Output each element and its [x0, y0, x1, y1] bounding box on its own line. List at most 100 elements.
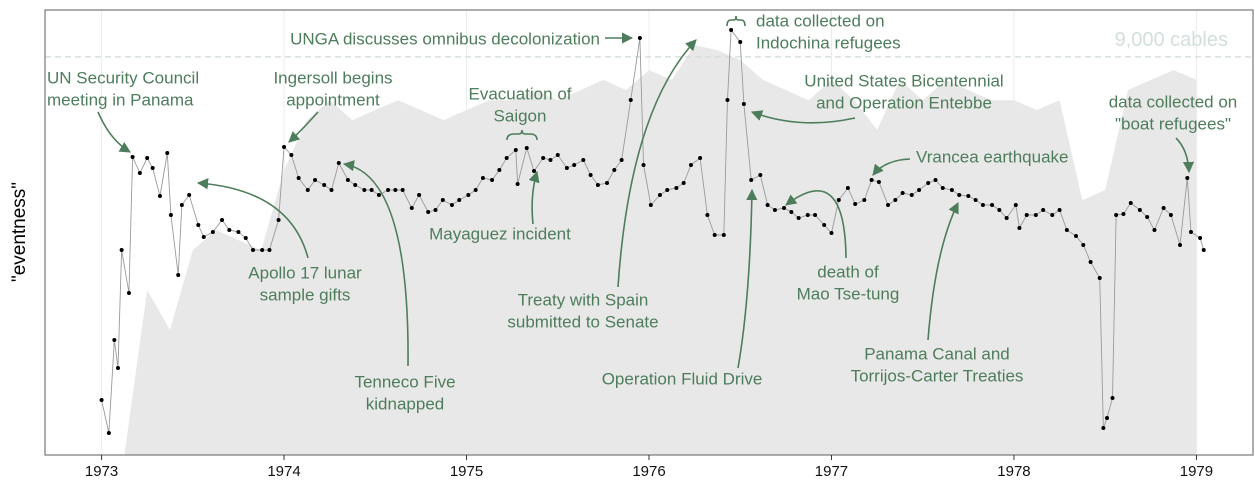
eventness-point — [126, 291, 131, 295]
eventness-point — [369, 188, 374, 192]
annotation-arrow — [288, 111, 319, 143]
eventness-point — [1024, 213, 1029, 217]
data-layer — [99, 28, 1206, 435]
eventness-point — [605, 181, 610, 185]
eventness-point — [1198, 236, 1203, 240]
eventness-point — [712, 233, 717, 237]
eventness-point — [940, 186, 945, 190]
eventness-point — [267, 248, 272, 252]
eventness-point — [674, 186, 679, 190]
eventness-point — [845, 186, 850, 190]
brace — [506, 129, 538, 141]
annotation-text: Ingersoll begins — [273, 68, 392, 87]
eventness-point — [480, 176, 485, 180]
eventness-point — [893, 198, 898, 202]
eventness-point — [548, 158, 553, 162]
eventness-point — [541, 156, 546, 160]
eventness-point — [1201, 248, 1206, 252]
eventness-point — [376, 193, 381, 197]
background-layer: 9,000 cables — [45, 10, 1253, 456]
eventness-point — [1081, 243, 1086, 247]
annotation-arrow — [528, 170, 540, 225]
annotation-text: United States Bicentennial — [804, 71, 1003, 90]
eventness-point — [362, 188, 367, 192]
eventness-point — [957, 193, 962, 197]
eventness-point — [681, 181, 686, 185]
eventness-point — [637, 36, 642, 40]
eventness-point — [119, 248, 124, 252]
annotation-text: Saigon — [494, 106, 547, 125]
eventness-point — [220, 218, 225, 222]
annotation-text: appointment — [286, 90, 380, 109]
eventness-point — [157, 194, 162, 198]
eventness-point — [345, 178, 350, 182]
eventness-point — [196, 223, 201, 227]
eventness-point — [168, 213, 173, 217]
eventness-point — [490, 178, 495, 182]
eventness-point — [1033, 213, 1038, 217]
eventness-point — [822, 223, 827, 227]
eventness-point — [813, 213, 818, 217]
eventness-point — [765, 203, 770, 207]
x-tick-label: 1973 — [85, 463, 118, 480]
eventness-point — [210, 230, 215, 234]
x-tick-label: 1975 — [450, 463, 483, 480]
eventness-point — [1057, 208, 1062, 212]
eventness-point — [1004, 216, 1009, 220]
eventness-point — [99, 398, 104, 402]
annotation-text: data collected on — [1109, 92, 1238, 111]
eventness-point — [532, 169, 537, 173]
eventness-point — [1041, 208, 1046, 212]
eventness-point — [862, 198, 867, 202]
eventness-point — [1050, 213, 1055, 217]
eventness-point — [289, 153, 294, 157]
annotation-text: "boat refugees" — [1115, 114, 1231, 133]
eventness-point — [1188, 230, 1193, 234]
eventness-point — [440, 198, 445, 202]
eventness-point — [353, 183, 358, 187]
annotation-text: and Operation Entebbe — [816, 93, 992, 112]
eventness-point — [115, 366, 120, 370]
eventness-point — [572, 163, 577, 167]
eventness-point — [515, 182, 520, 186]
annotation-text: kidnapped — [366, 394, 444, 413]
annotation-text: Vrancea earthquake — [916, 147, 1068, 166]
eventness-point — [612, 168, 617, 172]
eventness-point — [336, 161, 341, 165]
eventness-point — [112, 338, 117, 342]
eventness-point — [836, 198, 841, 202]
eventness-point — [909, 193, 914, 197]
annotation-text: Panama Canal and — [864, 344, 1010, 363]
eventness-point — [721, 233, 726, 237]
eventness-point — [688, 163, 693, 167]
eventness-point — [973, 198, 978, 202]
annotation-text: Treaty with Spain — [518, 290, 649, 309]
eventness-point — [564, 166, 569, 170]
eventness-point — [595, 183, 600, 187]
eventness-point — [466, 193, 471, 197]
eventness-point — [789, 210, 794, 214]
eventness-point — [243, 236, 248, 240]
eventness-point — [497, 168, 502, 172]
eventness-point — [1013, 203, 1018, 207]
eventness-point — [1073, 234, 1078, 238]
annotation-text: Mao Tse-tung — [797, 284, 900, 303]
annotation-text: Mayaguez incident — [429, 224, 571, 243]
eventness-point — [1168, 213, 1173, 217]
eventness-point — [997, 208, 1002, 212]
eventness-point — [1101, 426, 1106, 430]
eventness-point — [990, 203, 995, 207]
eventness-point — [876, 180, 881, 184]
eventness-point — [886, 203, 891, 207]
eventness-point — [201, 235, 206, 239]
eventness-point — [106, 431, 111, 435]
eventness-point — [657, 193, 662, 197]
eventness-point — [513, 148, 518, 152]
eventness-point — [926, 181, 931, 185]
eventness-point — [449, 203, 454, 207]
eventness-point — [473, 188, 478, 192]
reference-label: 9,000 cables — [1115, 29, 1228, 51]
annotation-arrow — [785, 190, 847, 259]
eventness-point — [282, 145, 287, 149]
